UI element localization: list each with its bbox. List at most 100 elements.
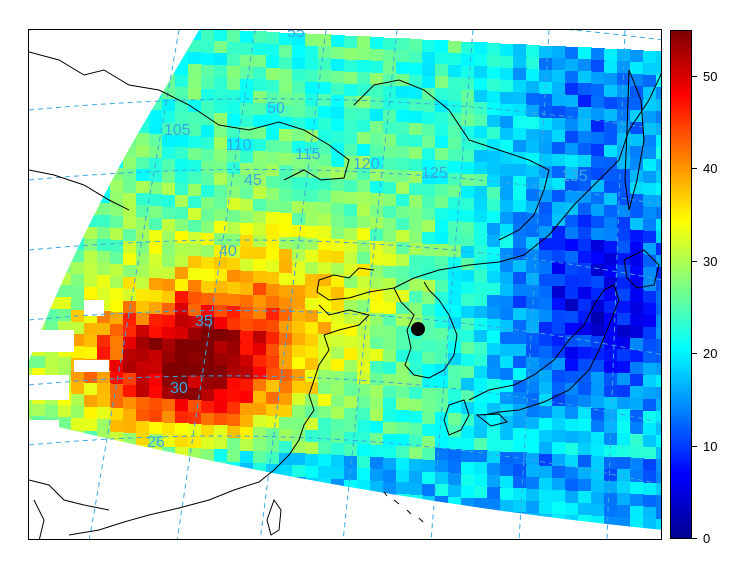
heat-cell (565, 71, 579, 84)
heat-cell (110, 384, 124, 397)
heat-cell (149, 470, 163, 483)
heat-cell (656, 495, 661, 508)
heat-cell (45, 189, 59, 202)
heat-cell (149, 326, 163, 339)
heat-cell (396, 86, 410, 99)
heat-cell (71, 142, 85, 155)
heat-cell (292, 249, 306, 262)
heat-cell (123, 361, 137, 374)
heat-cell (45, 45, 59, 58)
heat-cell (175, 399, 189, 412)
heat-cell (552, 358, 566, 371)
heat-cell (45, 30, 59, 34)
heat-cell (292, 237, 306, 250)
heat-cell (422, 448, 436, 461)
heat-cell (643, 315, 657, 328)
heat-cell (344, 372, 358, 385)
heat-cell (84, 155, 98, 168)
heat-cell (578, 203, 592, 216)
heat-cell (604, 157, 618, 170)
heat-cell (578, 395, 592, 408)
heat-cell (656, 111, 661, 124)
heat-cell (149, 30, 163, 39)
heat-cell (305, 382, 319, 395)
heat-cell (149, 374, 163, 387)
heat-cell (175, 99, 189, 112)
heat-cell (58, 309, 72, 322)
heat-cell (409, 351, 423, 364)
heat-cell (71, 130, 85, 143)
heat-cell (643, 483, 657, 496)
heat-cell (500, 500, 514, 513)
heat-cell (58, 225, 72, 238)
heat-cell (656, 471, 661, 484)
heat-cell (214, 245, 228, 258)
heat-cell (279, 393, 293, 406)
heat-cell (578, 515, 592, 528)
heat-cell (162, 30, 176, 40)
heat-cell (149, 338, 163, 351)
heat-cell (578, 491, 592, 504)
heat-cell (175, 135, 189, 148)
heat-cell (643, 207, 657, 220)
heat-cell (279, 453, 293, 466)
heat-cell (565, 299, 579, 312)
heat-cell (175, 123, 189, 136)
heat-cell (279, 153, 293, 166)
heat-cell (526, 105, 540, 118)
heat-cell (318, 454, 332, 467)
heat-cell (305, 46, 319, 59)
heat-cell (357, 72, 371, 85)
colorbar-tick (692, 261, 697, 262)
heat-cell (396, 386, 410, 399)
heat-cell (110, 528, 124, 530)
heat-cell (136, 73, 150, 86)
heat-cell (84, 131, 98, 144)
heat-cell (591, 480, 605, 493)
heat-cell (110, 360, 124, 373)
heat-cell (331, 287, 345, 300)
heat-cell (604, 385, 618, 398)
heat-cell (409, 531, 423, 540)
heat-cell (318, 478, 332, 491)
heat-cell (383, 446, 397, 459)
heat-cell (448, 101, 462, 114)
heat-cell (422, 64, 436, 77)
heat-cell (396, 506, 410, 519)
heat-cell (123, 121, 137, 134)
heat-cell (305, 58, 319, 71)
heat-cell (175, 231, 189, 244)
heat-cell (617, 181, 631, 194)
heat-cell (396, 146, 410, 159)
heat-cell (292, 321, 306, 334)
heat-cell (32, 92, 46, 105)
heat-cell (513, 212, 527, 225)
heat-cell (253, 379, 267, 392)
heat-cell (175, 279, 189, 292)
heat-cell (513, 200, 527, 213)
heat-cell (526, 69, 540, 82)
heat-cell (32, 404, 46, 417)
heat-cell (500, 536, 514, 540)
heat-cell (175, 147, 189, 160)
heat-cell (643, 327, 657, 340)
heat-cell (214, 293, 228, 306)
heat-cell (656, 279, 661, 292)
heat-cell (344, 348, 358, 361)
heat-cell (292, 525, 306, 530)
heat-cell (305, 82, 319, 95)
heat-cell (29, 488, 33, 501)
heat-cell (149, 74, 163, 87)
heat-cell (370, 301, 384, 314)
map-panel: 55 50 45 40 35 30 26 105 110 115 120 125… (28, 29, 662, 540)
heat-cell (643, 459, 657, 472)
heat-cell (630, 50, 644, 63)
heat-cell (149, 50, 163, 63)
heat-cell (214, 281, 228, 294)
heat-cell (487, 367, 501, 380)
heat-cell (45, 81, 59, 94)
heat-cell (591, 444, 605, 457)
heat-cell (175, 195, 189, 208)
heat-cell (136, 241, 150, 254)
heat-cell (292, 477, 306, 490)
